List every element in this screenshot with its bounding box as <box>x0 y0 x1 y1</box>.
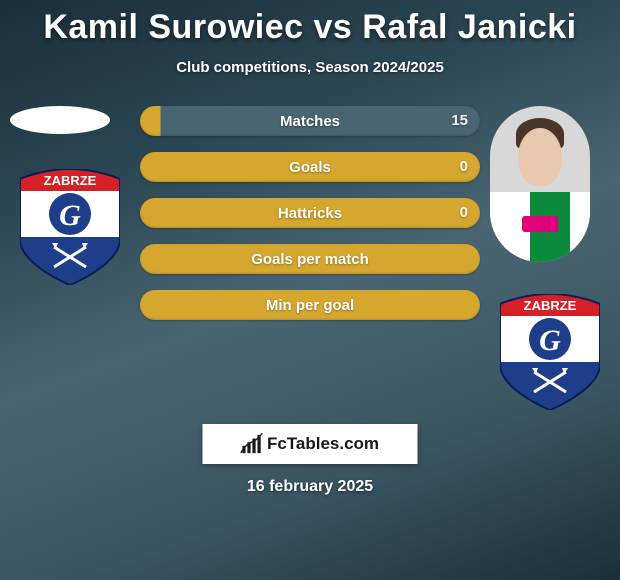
brand-box: FcTables.com <box>203 424 418 464</box>
stat-bar-right-value: 15 <box>451 106 468 136</box>
stat-bar: Matches 15 <box>140 106 480 136</box>
stat-bar-label: Min per goal <box>266 297 354 314</box>
chart-icon <box>241 433 263 455</box>
svg-text:G: G <box>59 199 81 232</box>
stat-bar-right-value: 0 <box>460 198 468 228</box>
stat-bar-label: Hattricks <box>278 205 342 222</box>
stat-bar: Hattricks 0 <box>140 198 480 228</box>
club-shield-icon: ZABRZE G <box>500 294 600 410</box>
player2-sponsor-icon <box>522 216 558 232</box>
stat-bar: Goals per match <box>140 244 480 274</box>
player2-photo <box>490 106 590 262</box>
stat-bar-right-value: 0 <box>460 152 468 182</box>
player2-face <box>518 128 562 186</box>
footer-date: 16 february 2025 <box>0 478 620 496</box>
stat-bar-label: Goals per match <box>251 251 369 268</box>
club-shield-icon: ZABRZE G <box>20 169 120 285</box>
brand-text: FcTables.com <box>267 434 379 454</box>
stat-bar-label: Goals <box>289 159 331 176</box>
player1-photo-placeholder <box>10 106 110 134</box>
player1-club-badge: ZABRZE G <box>20 169 120 285</box>
stat-bar: Goals 0 <box>140 152 480 182</box>
comparison-area: ZABRZE G Matches15Goals0Hattricks0Goals … <box>0 106 620 426</box>
page-subtitle: Club competitions, Season 2024/2025 <box>0 59 620 76</box>
stat-bar: Min per goal <box>140 290 480 320</box>
svg-text:ZABRZE: ZABRZE <box>44 173 97 188</box>
stat-bar-label: Matches <box>280 113 340 130</box>
stat-bars: Matches 15 Goals 0 Hattricks 0 Goals per match… <box>140 106 480 336</box>
page-title: Kamil Surowiec vs Rafal Janicki <box>0 0 620 47</box>
player2-club-badge: ZABRZE G <box>500 294 600 410</box>
svg-text:ZABRZE: ZABRZE <box>524 298 577 313</box>
svg-text:G: G <box>539 324 561 357</box>
